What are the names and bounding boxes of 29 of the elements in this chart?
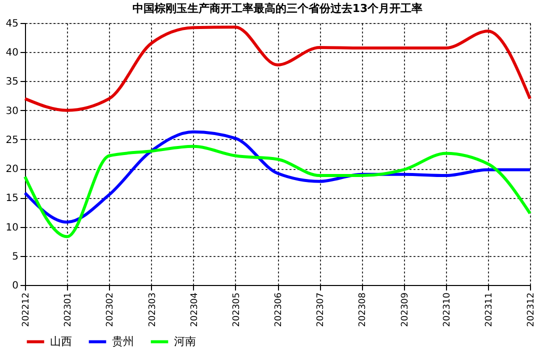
legend-label: 山西 [50,334,72,348]
y-tick-label: 0 [12,280,18,292]
y-tick-label: 35 [6,76,18,88]
x-tick-label: 202304 [190,292,200,327]
x-tick-label: 202308 [358,292,368,327]
y-tick-label: 40 [6,48,18,59]
y-tick-label: 25 [6,134,18,146]
y-tick-label: 15 [6,193,18,204]
x-tick-label: 202212 [22,292,32,327]
y-tick-label: 30 [6,106,18,117]
line-series [24,144,532,238]
x-tick-label: 202301 [64,292,74,327]
x-tick-label: 202309 [400,292,410,327]
y-tick-label: 20 [6,164,18,176]
y-tick-label: 10 [6,222,18,234]
chart-title: 中国棕刚玉生产商开工率最高的三个省份过去13个月开工率 [132,2,423,15]
legend-label: 贵州 [112,334,134,348]
x-tick-label: 202303 [148,292,158,327]
y-tick-label: 5 [12,251,18,262]
x-tick-label: 202305 [232,292,242,327]
x-tick-label: 202306 [274,292,284,327]
x-tick-label: 202307 [316,292,326,327]
x-tick-label: 202302 [106,292,116,327]
legend-label: 河南 [174,334,196,348]
x-tick-label: 202312 [526,292,536,327]
x-tick-label: 202310 [442,292,452,327]
x-tick-label: 202311 [484,292,494,327]
line-series [24,26,532,112]
y-tick-label: 45 [6,18,18,30]
